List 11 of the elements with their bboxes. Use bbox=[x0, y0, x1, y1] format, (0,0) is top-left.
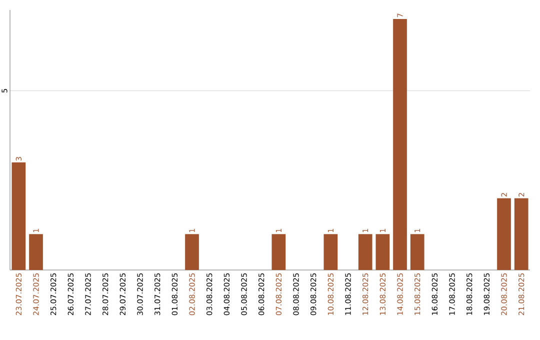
bar bbox=[393, 18, 407, 270]
bar bbox=[324, 234, 338, 270]
bar bbox=[497, 198, 511, 270]
bar bbox=[29, 234, 43, 270]
bar bbox=[410, 234, 424, 270]
bar bbox=[12, 162, 26, 270]
bar bbox=[185, 234, 199, 270]
bar bbox=[358, 234, 372, 270]
bar bbox=[514, 198, 528, 270]
bar bbox=[376, 234, 390, 270]
bar bbox=[272, 234, 286, 270]
